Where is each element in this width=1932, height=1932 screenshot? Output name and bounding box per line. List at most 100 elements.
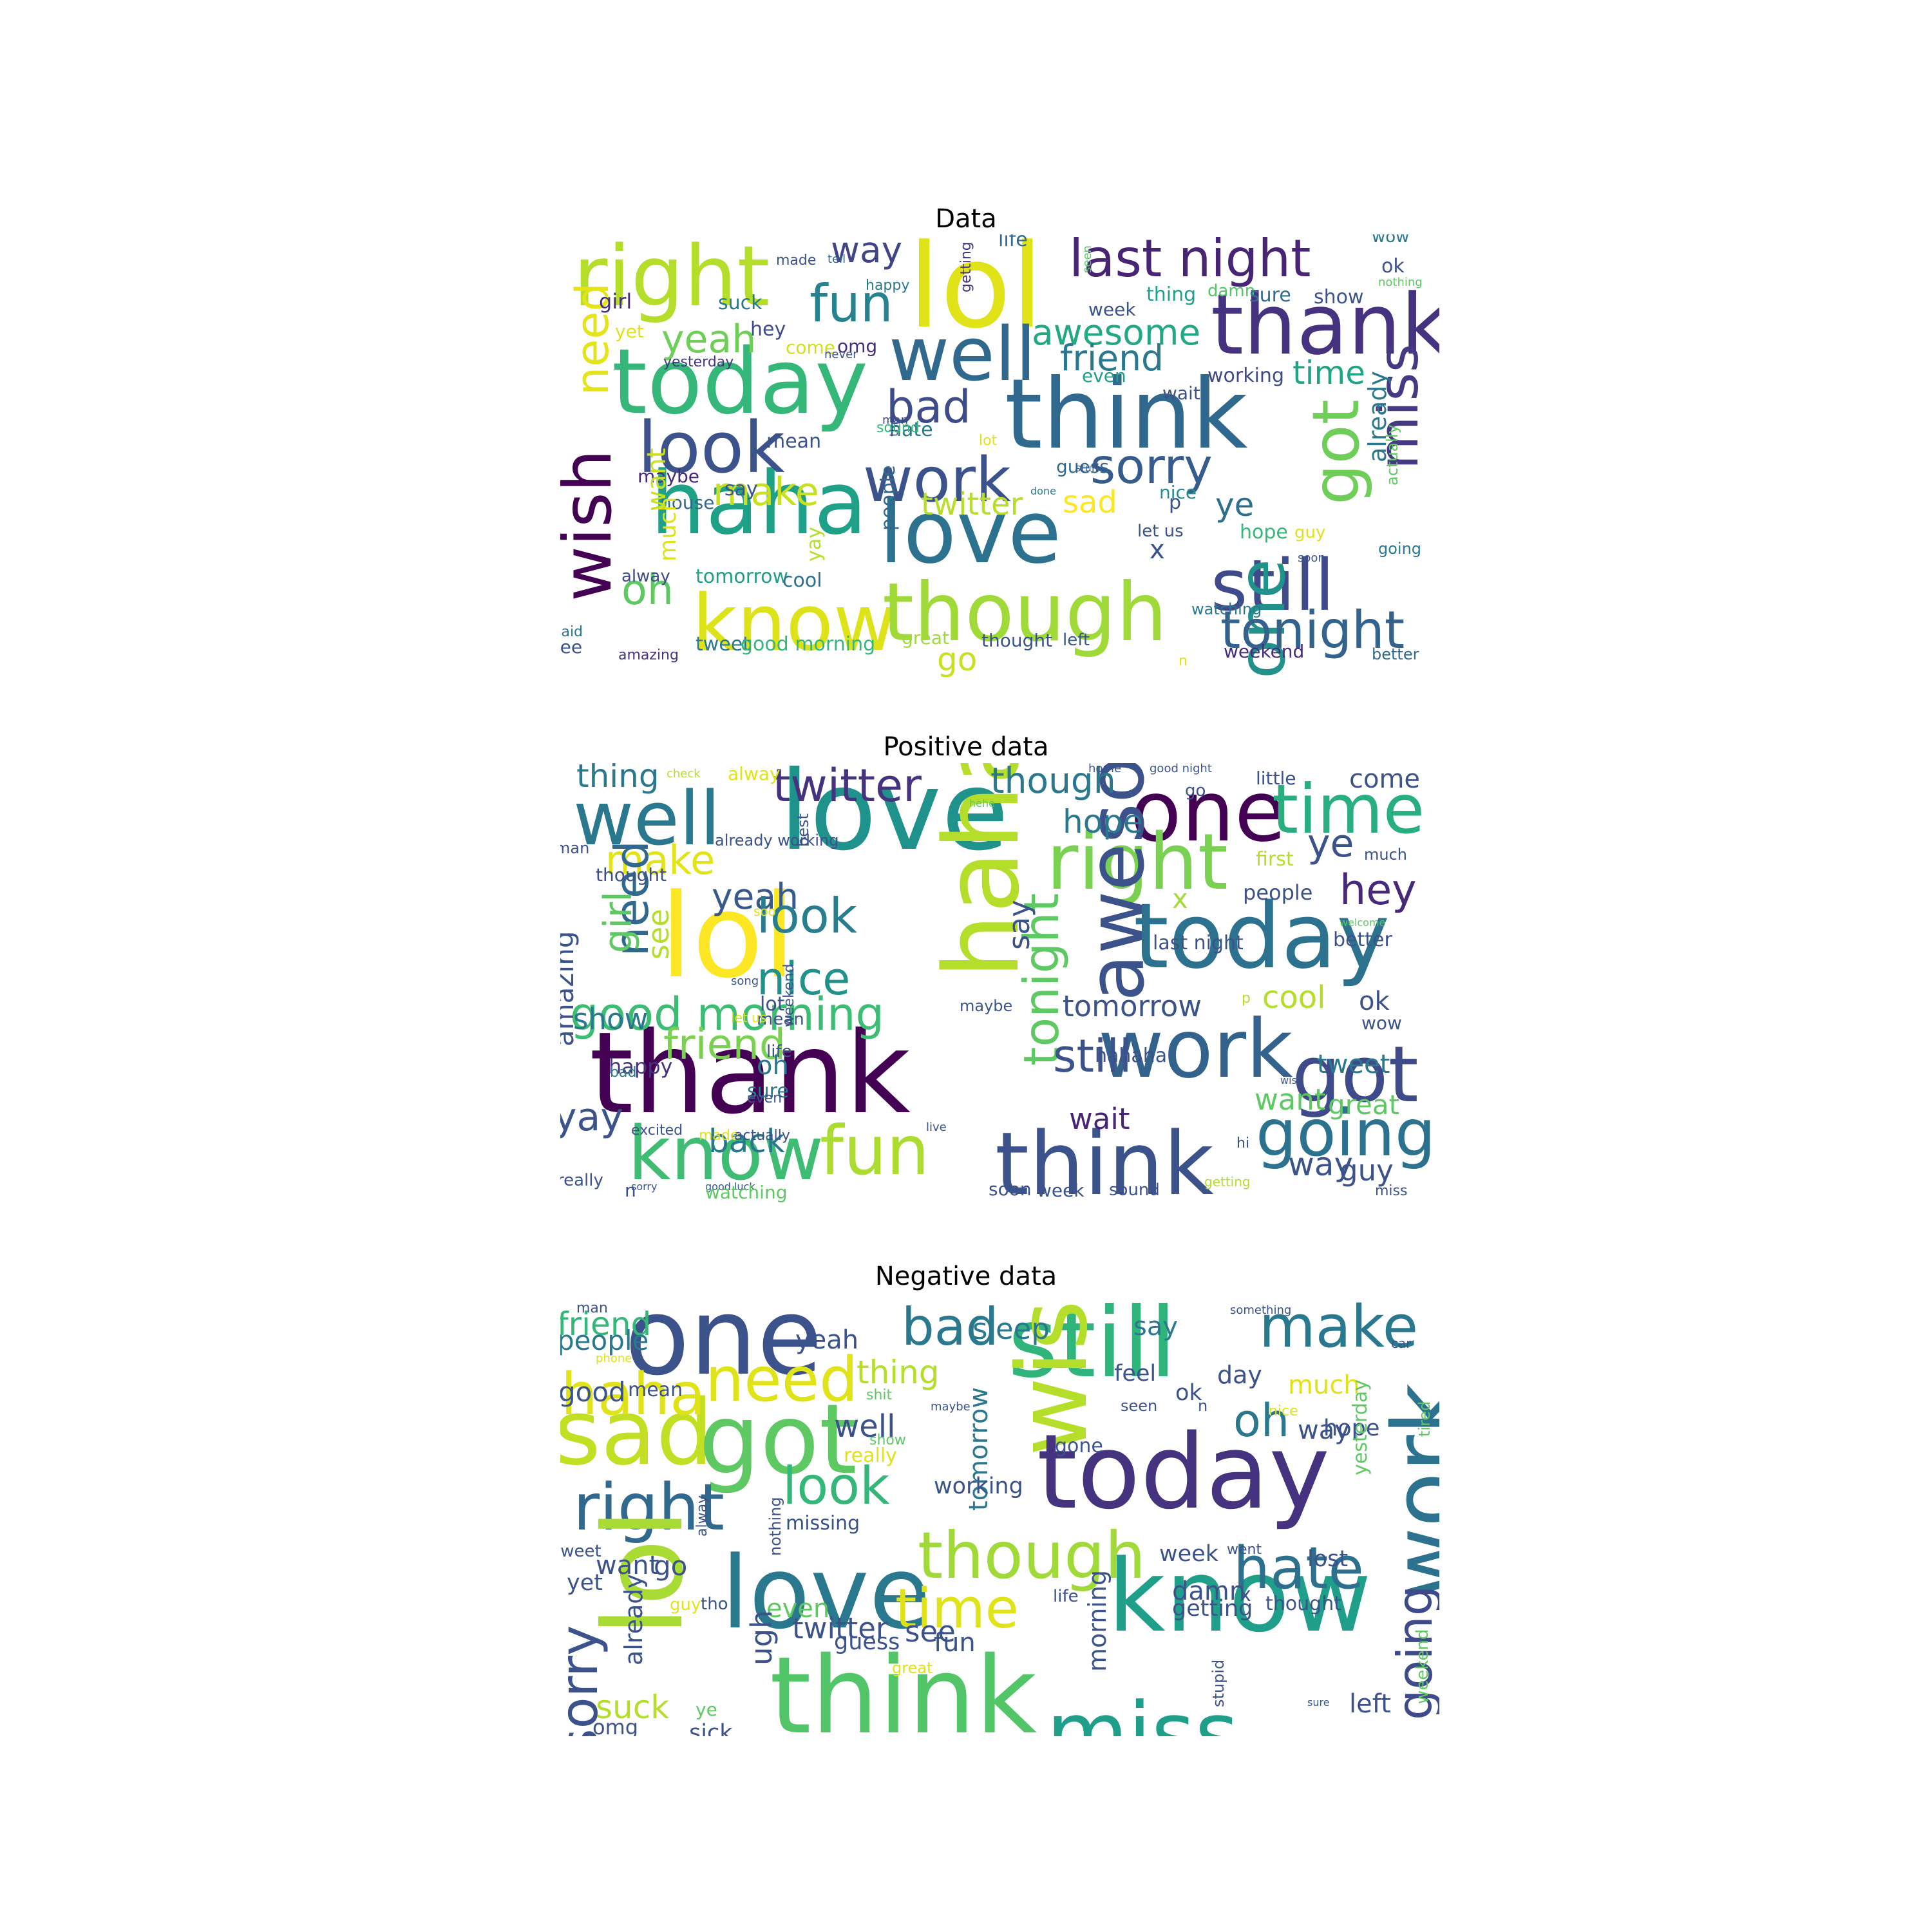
word-already: already <box>1363 371 1392 462</box>
word-something: something <box>1230 1303 1292 1317</box>
word-hi: hi <box>1236 1135 1250 1151</box>
word-yet: yet <box>567 1570 603 1596</box>
word-haha: haha <box>561 1361 706 1428</box>
word-yay: yay <box>803 527 826 562</box>
word-n: n <box>625 1180 636 1201</box>
word-made: made <box>776 252 817 269</box>
word-seen: seen <box>1081 245 1094 273</box>
word-morning: morning <box>1083 1569 1112 1672</box>
word-need: need <box>705 1345 858 1416</box>
word-thank: thank <box>1211 276 1439 374</box>
panel-title-positive-data: Positive data <box>883 732 1049 762</box>
word-good: good <box>560 1376 626 1408</box>
word-thought: thought <box>981 630 1053 651</box>
word-suck: suck <box>718 292 762 314</box>
word-nice: nice <box>757 952 851 1005</box>
word-nothing: nothing <box>1378 276 1423 289</box>
word-yeah: yeah <box>712 876 799 917</box>
word-work: work <box>1098 1003 1293 1096</box>
word-working: working <box>1208 365 1284 387</box>
word-show: show <box>869 1432 906 1448</box>
word-one: one <box>1130 763 1286 860</box>
word-miss: miss <box>1375 1183 1408 1199</box>
word-know: know <box>1108 1538 1372 1654</box>
word-excited: excited <box>631 1122 683 1139</box>
word-go: go <box>1185 781 1206 800</box>
word-tweet: tweet <box>696 633 750 656</box>
word-hey: hey <box>1340 866 1417 914</box>
word-man: man <box>882 413 908 427</box>
word-fun: fun <box>820 1112 930 1190</box>
word-watching: watching <box>705 1182 788 1203</box>
word-bad: bad <box>902 1297 999 1357</box>
word-ye: ye <box>1307 821 1354 866</box>
word-great: great <box>1328 1089 1400 1121</box>
panel-title-data: Data <box>935 204 997 234</box>
word-though: though <box>918 1518 1146 1593</box>
word-well: well <box>889 312 1036 398</box>
word-way: way <box>1298 1416 1350 1445</box>
word-say: say <box>1002 900 1036 950</box>
word-tho: tho <box>701 1595 728 1614</box>
word-cloud-positive-data: love one time right well lol haha awesome today t… <box>560 763 1439 1208</box>
word-better: better <box>1372 645 1419 663</box>
word-going: going <box>1378 540 1422 558</box>
word-suck: suck <box>596 1689 670 1726</box>
word-love: love <box>721 1535 931 1651</box>
word-though: though <box>990 763 1116 801</box>
word-tell: tell <box>828 252 846 266</box>
word-life: life <box>1053 1587 1079 1606</box>
word-see: see <box>905 1615 956 1649</box>
word-already: already <box>620 1574 648 1665</box>
word-last-night: last night <box>1069 234 1311 289</box>
word-tired: tired <box>1416 1401 1434 1437</box>
word-even: even <box>766 1594 830 1624</box>
word-nice: nice <box>1269 1403 1298 1419</box>
word-wait: wait <box>1069 1102 1130 1136</box>
word-yay: yay <box>560 1095 623 1140</box>
word-wow: wow <box>1372 234 1410 247</box>
word-want: want <box>596 1551 659 1580</box>
word-way: way <box>831 234 903 270</box>
word-want: want <box>642 448 672 511</box>
word-time: time <box>895 1577 1019 1641</box>
word-watching: watching <box>1191 600 1262 618</box>
word-sure: sure <box>1249 284 1291 307</box>
word-well: well <box>573 776 721 862</box>
word-getting: getting <box>1172 1596 1253 1622</box>
word-ye: ye <box>1215 486 1255 524</box>
word-twitter: twitter <box>773 763 922 812</box>
word-though: though <box>882 566 1168 659</box>
word-lol: lol <box>908 234 1044 354</box>
word-hehe: hehe <box>969 797 995 810</box>
word-stuff: stuff <box>1075 462 1099 474</box>
word-really: really <box>560 1171 603 1190</box>
word-got: got <box>1292 1030 1419 1120</box>
word-mean: mean <box>766 430 822 453</box>
word-people: people <box>877 465 900 531</box>
word-awesome: awesome <box>1032 312 1201 353</box>
word-day: day <box>1217 1361 1262 1389</box>
word-good-morning: good morning <box>570 988 884 1041</box>
word-come: come <box>786 337 836 358</box>
word-stupid: stupid <box>1209 1659 1227 1707</box>
word-got: got <box>699 1384 857 1496</box>
word-man: man <box>576 1300 608 1316</box>
word-sad: sad <box>560 1381 714 1486</box>
word-getting: getting <box>958 242 974 292</box>
word-maybe: maybe <box>931 1400 971 1414</box>
word-weekend: weekend <box>1224 641 1305 662</box>
word-first: first <box>1256 848 1294 871</box>
word-people: people <box>1243 880 1313 905</box>
word-went: went <box>1227 1542 1262 1558</box>
word-left: left <box>1349 1689 1391 1719</box>
word-today: today <box>1037 1412 1330 1532</box>
word-happy: happy <box>609 1054 673 1079</box>
word-hahaha: hahaha <box>1095 1045 1168 1067</box>
word-make: make <box>605 837 715 884</box>
word-time: time <box>1293 354 1365 392</box>
word-home: home <box>1088 763 1122 775</box>
word-friend: friend <box>663 1021 786 1069</box>
word-man: man <box>560 839 590 857</box>
word-phone: phone <box>596 1352 632 1365</box>
